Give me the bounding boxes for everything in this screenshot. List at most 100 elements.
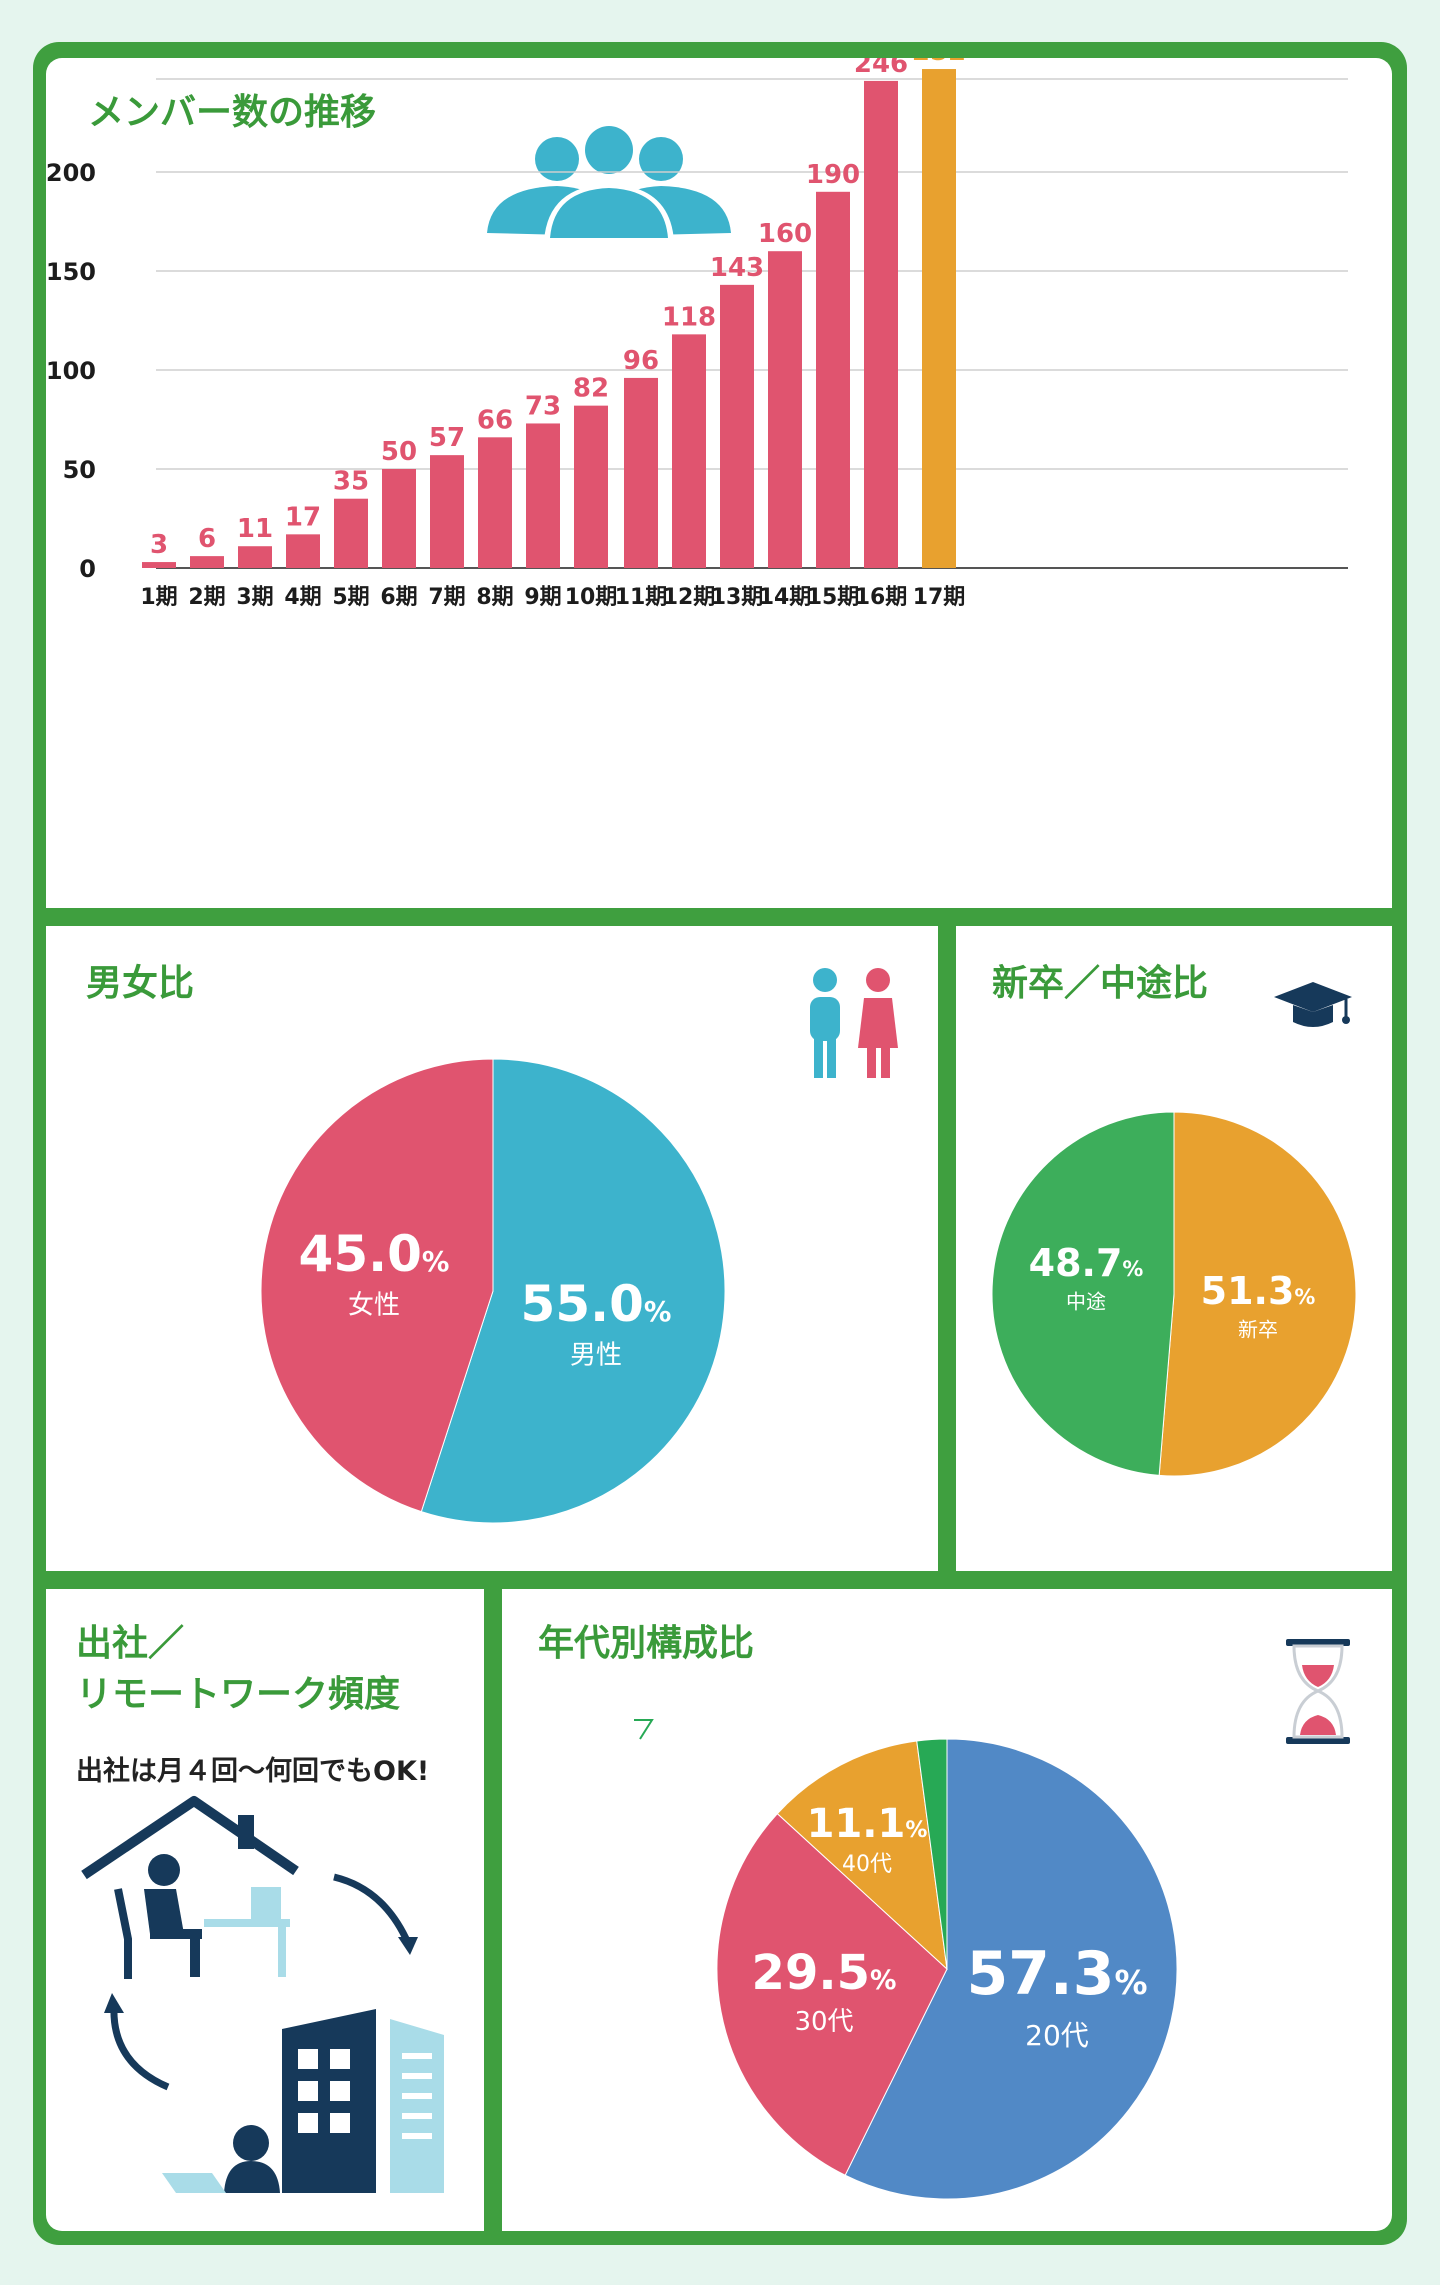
hire-title: 新卒／中途比 xyxy=(992,963,1209,1004)
bar-value-label: 160 xyxy=(758,219,812,249)
bar xyxy=(672,334,706,568)
x-tick-label: 9期 xyxy=(524,585,561,610)
bar-value-label: 118 xyxy=(662,302,716,332)
bar xyxy=(624,377,658,568)
x-tick-label: 12期 xyxy=(663,585,716,610)
slice-unit: % xyxy=(1294,1285,1315,1309)
y-tick-label: 50 xyxy=(63,456,96,484)
slice-value-label: 51.3% xyxy=(1201,1269,1316,1313)
x-tick-label: 16期 xyxy=(855,585,908,610)
pie-slice xyxy=(1158,1111,1357,1477)
male-female-icon xyxy=(810,968,898,1078)
pie-slice xyxy=(776,1740,948,1971)
bar xyxy=(238,546,272,568)
y-tick-label: 0 xyxy=(79,555,96,583)
slice-category-label: 40代 xyxy=(842,1852,892,1877)
bar xyxy=(526,423,560,568)
slice-value: 51.3 xyxy=(1201,1269,1295,1313)
people-group-icon xyxy=(487,122,731,241)
bar xyxy=(816,191,850,569)
slice-value: 11.1 xyxy=(807,1801,906,1847)
slice-value-label: 55.0% xyxy=(521,1275,672,1333)
bar-value-label: 50 xyxy=(381,437,417,467)
bar xyxy=(334,498,368,568)
work-title-line1: 出社／ xyxy=(76,1623,185,1664)
bar xyxy=(768,251,802,568)
hire-panel: 新卒／中途比 51.3% 新卒 48.7% 中途 xyxy=(956,926,1392,1571)
slice-category-label: 中途 xyxy=(1066,1289,1106,1313)
bar xyxy=(286,534,320,568)
bar xyxy=(864,80,898,569)
slice-unit: % xyxy=(905,1818,927,1843)
pie-slice xyxy=(420,1058,726,1524)
slice-value-label: 29.5% xyxy=(752,1945,897,2001)
members-panel: メンバー数の推移 0 50 100 150 200 3 1期 6 2期 11 3期 17 4期 35 5期… xyxy=(46,58,1392,908)
bar-value-label: 143 xyxy=(710,253,764,283)
slice-category-label: 女性 xyxy=(348,1291,400,1321)
x-tick-label: 13期 xyxy=(711,585,764,610)
pie-slice xyxy=(260,1058,494,1513)
bar xyxy=(720,284,754,568)
slice-value-label: 2.1% xyxy=(655,1690,734,1730)
y-tick-label: 100 xyxy=(46,357,96,385)
work-title-line2: リモートワーク頻度 xyxy=(76,1674,401,1715)
leader-line xyxy=(634,1719,654,1740)
gender-panel: 男女比 55.0% 男性 45.0% 女性 xyxy=(46,926,938,1571)
bar-value-label: 6 xyxy=(198,524,216,554)
slice-unit: % xyxy=(422,1246,450,1278)
bar xyxy=(430,455,464,568)
bar-value-label: 3 xyxy=(150,530,168,560)
pie-slice xyxy=(844,1738,1178,2200)
pie-slice xyxy=(991,1111,1175,1476)
slice-value-label: 11.1% xyxy=(807,1801,928,1847)
slice-value: 57.3 xyxy=(966,1939,1114,2009)
x-tick-label: 4期 xyxy=(284,585,321,610)
y-tick-label: 150 xyxy=(46,258,96,286)
slice-category-label: 男性 xyxy=(570,1341,622,1371)
work-panel: 出社／ リモートワーク頻度 出社は月４回〜何回でもOK! xyxy=(46,1589,484,2231)
x-tick-label: 8期 xyxy=(476,585,513,610)
slice-value-label: 57.3% xyxy=(966,1939,1147,2009)
slice-category-label: 新卒 xyxy=(1238,1317,1278,1341)
x-tick-label: 11期 xyxy=(615,585,668,610)
bar xyxy=(478,437,512,568)
y-tick-label: 200 xyxy=(46,159,96,187)
bar-value-label: 190 xyxy=(806,160,860,190)
work-frequency-note: 出社は月４回〜何回でもOK! xyxy=(76,1756,430,1787)
slice-category-label: 50代 xyxy=(752,1701,797,1725)
x-tick-label: 3期 xyxy=(236,585,273,610)
bar-value-label: 252 xyxy=(912,58,966,67)
slice-value: 2.1 xyxy=(655,1690,715,1730)
slice-value-label: 48.7% xyxy=(1029,1241,1144,1285)
slice-category-label: 20代 xyxy=(1025,2019,1089,2052)
graduation-cap-icon xyxy=(1274,982,1352,1027)
slice-unit: % xyxy=(1122,1257,1143,1281)
bar-value-label: 246 xyxy=(854,58,908,79)
bar xyxy=(190,556,224,568)
members-bar-chart: 0 50 100 150 200 3 1期 6 2期 11 3期 17 4期 35 5期 50 6期 57 7期 6… xyxy=(46,58,1348,610)
slice-unit: % xyxy=(715,1705,734,1726)
slice-unit: % xyxy=(1114,1963,1147,2002)
slice-value: 29.5 xyxy=(752,1945,870,2001)
slice-value: 48.7 xyxy=(1029,1241,1123,1285)
pie-slice xyxy=(916,1738,948,1970)
members-title: メンバー数の推移 xyxy=(88,92,377,133)
hourglass-icon xyxy=(1286,1639,1350,1744)
x-tick-label: 2期 xyxy=(188,585,225,610)
x-tick-label: 5期 xyxy=(332,585,369,610)
x-tick-label: 10期 xyxy=(565,585,618,610)
age-title: 年代別構成比 xyxy=(538,1623,755,1664)
bar-value-label: 57 xyxy=(429,423,465,453)
bar-value-label: 17 xyxy=(285,502,321,532)
age-pie-chart: 57.3% 20代 29.5% 30代 11.1% 40代 2.1% 50代 xyxy=(634,1639,1350,2200)
x-tick-label: 14期 xyxy=(759,585,812,610)
slice-unit: % xyxy=(644,1296,672,1328)
hire-pie-chart: 51.3% 新卒 48.7% 中途 xyxy=(991,982,1357,1477)
x-tick-label: 6期 xyxy=(380,585,417,610)
gender-title: 男女比 xyxy=(86,963,195,1004)
bar xyxy=(382,469,416,568)
gender-pie-chart: 55.0% 男性 45.0% 女性 xyxy=(260,968,898,1524)
x-tick-label: 15期 xyxy=(807,585,860,610)
bar-value-label: 96 xyxy=(623,346,659,376)
x-tick-label: 1期 xyxy=(140,585,177,610)
